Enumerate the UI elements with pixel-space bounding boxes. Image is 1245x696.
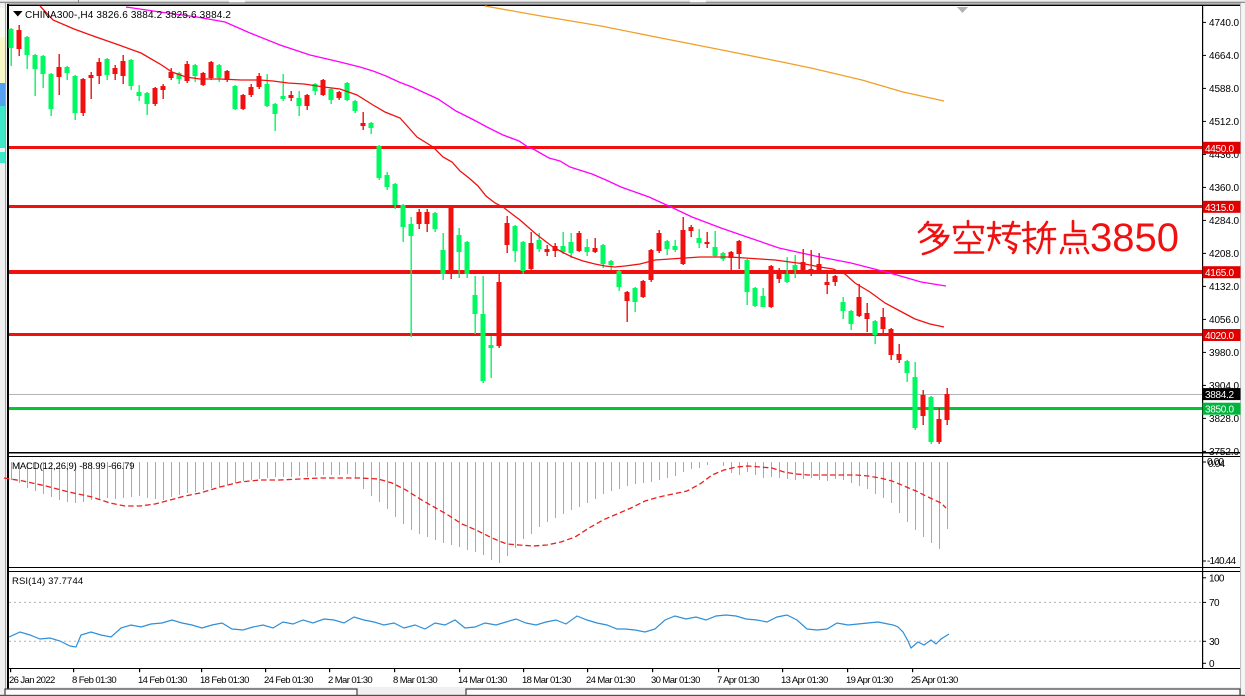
svg-text:3850.0: 3850.0 <box>1205 405 1235 416</box>
svg-text:70: 70 <box>1209 598 1220 609</box>
svg-text:4360.0: 4360.0 <box>1209 183 1240 194</box>
svg-text:4740.0: 4740.0 <box>1209 18 1240 29</box>
svg-text:24 Feb 01:30: 24 Feb 01:30 <box>264 675 313 686</box>
svg-text:3752.0: 3752.0 <box>1209 447 1240 458</box>
svg-text:RSI(14) 37.7744: RSI(14) 37.7744 <box>12 576 83 587</box>
svg-text:7 Apr 01:30: 7 Apr 01:30 <box>717 675 759 686</box>
svg-text:25 Apr 01:30: 25 Apr 01:30 <box>911 675 958 686</box>
svg-text:4056.0: 4056.0 <box>1209 315 1240 326</box>
svg-text:4512.0: 4512.0 <box>1209 117 1240 128</box>
svg-text:100: 100 <box>1209 573 1225 584</box>
svg-text:4664.0: 4664.0 <box>1209 51 1240 62</box>
svg-text:CHINA300-,H4 3826.6 3884.2 38: CHINA300-,H4 3826.6 3884.2 3825.6 3884.2 <box>25 10 231 21</box>
svg-text:18 Mar 01:30: 18 Mar 01:30 <box>522 675 571 686</box>
svg-text:-140.44: -140.44 <box>1207 556 1237 567</box>
svg-text:3828.0: 3828.0 <box>1209 414 1240 425</box>
svg-text:30: 30 <box>1209 637 1220 648</box>
svg-text:14 Mar 01:30: 14 Mar 01:30 <box>458 675 507 686</box>
svg-text:MACD(12,26,9) -88.99 -66.79: MACD(12,26,9) -88.99 -66.79 <box>12 461 134 472</box>
svg-text:0.04: 0.04 <box>1208 459 1226 470</box>
svg-text:13 Apr 01:30: 13 Apr 01:30 <box>781 675 828 686</box>
svg-text:3850: 3850 <box>1090 216 1179 260</box>
svg-text:4208.0: 4208.0 <box>1209 249 1240 260</box>
svg-text:4165.0: 4165.0 <box>1205 268 1235 279</box>
svg-text:18 Feb 01:30: 18 Feb 01:30 <box>200 675 249 686</box>
svg-text:14 Feb 01:30: 14 Feb 01:30 <box>138 675 187 686</box>
svg-text:4450.0: 4450.0 <box>1205 144 1235 155</box>
svg-text:3884.2: 3884.2 <box>1205 390 1235 401</box>
svg-text:2 Mar 01:30: 2 Mar 01:30 <box>328 675 372 686</box>
svg-text:4020.0: 4020.0 <box>1205 331 1235 342</box>
svg-text:4284.0: 4284.0 <box>1209 216 1240 227</box>
svg-text:30 Mar 01:30: 30 Mar 01:30 <box>651 675 700 686</box>
svg-text:8 Feb 01:30: 8 Feb 01:30 <box>72 675 116 686</box>
svg-text:8 Mar 01:30: 8 Mar 01:30 <box>393 675 437 686</box>
svg-text:19 Apr 01:30: 19 Apr 01:30 <box>846 675 893 686</box>
svg-text:24 Mar 01:30: 24 Mar 01:30 <box>586 675 635 686</box>
svg-text:3980.0: 3980.0 <box>1209 348 1240 359</box>
svg-text:26 Jan 2022: 26 Jan 2022 <box>9 675 55 686</box>
svg-text:4588.0: 4588.0 <box>1209 84 1240 95</box>
svg-text:4132.0: 4132.0 <box>1209 282 1240 293</box>
svg-text:4436.0: 4436.0 <box>1209 150 1240 161</box>
svg-text:0.00: 0.00 <box>1207 457 1225 468</box>
svg-text:4315.0: 4315.0 <box>1205 203 1235 214</box>
svg-text:3904.0: 3904.0 <box>1209 381 1240 392</box>
svg-text:0: 0 <box>1209 659 1215 670</box>
